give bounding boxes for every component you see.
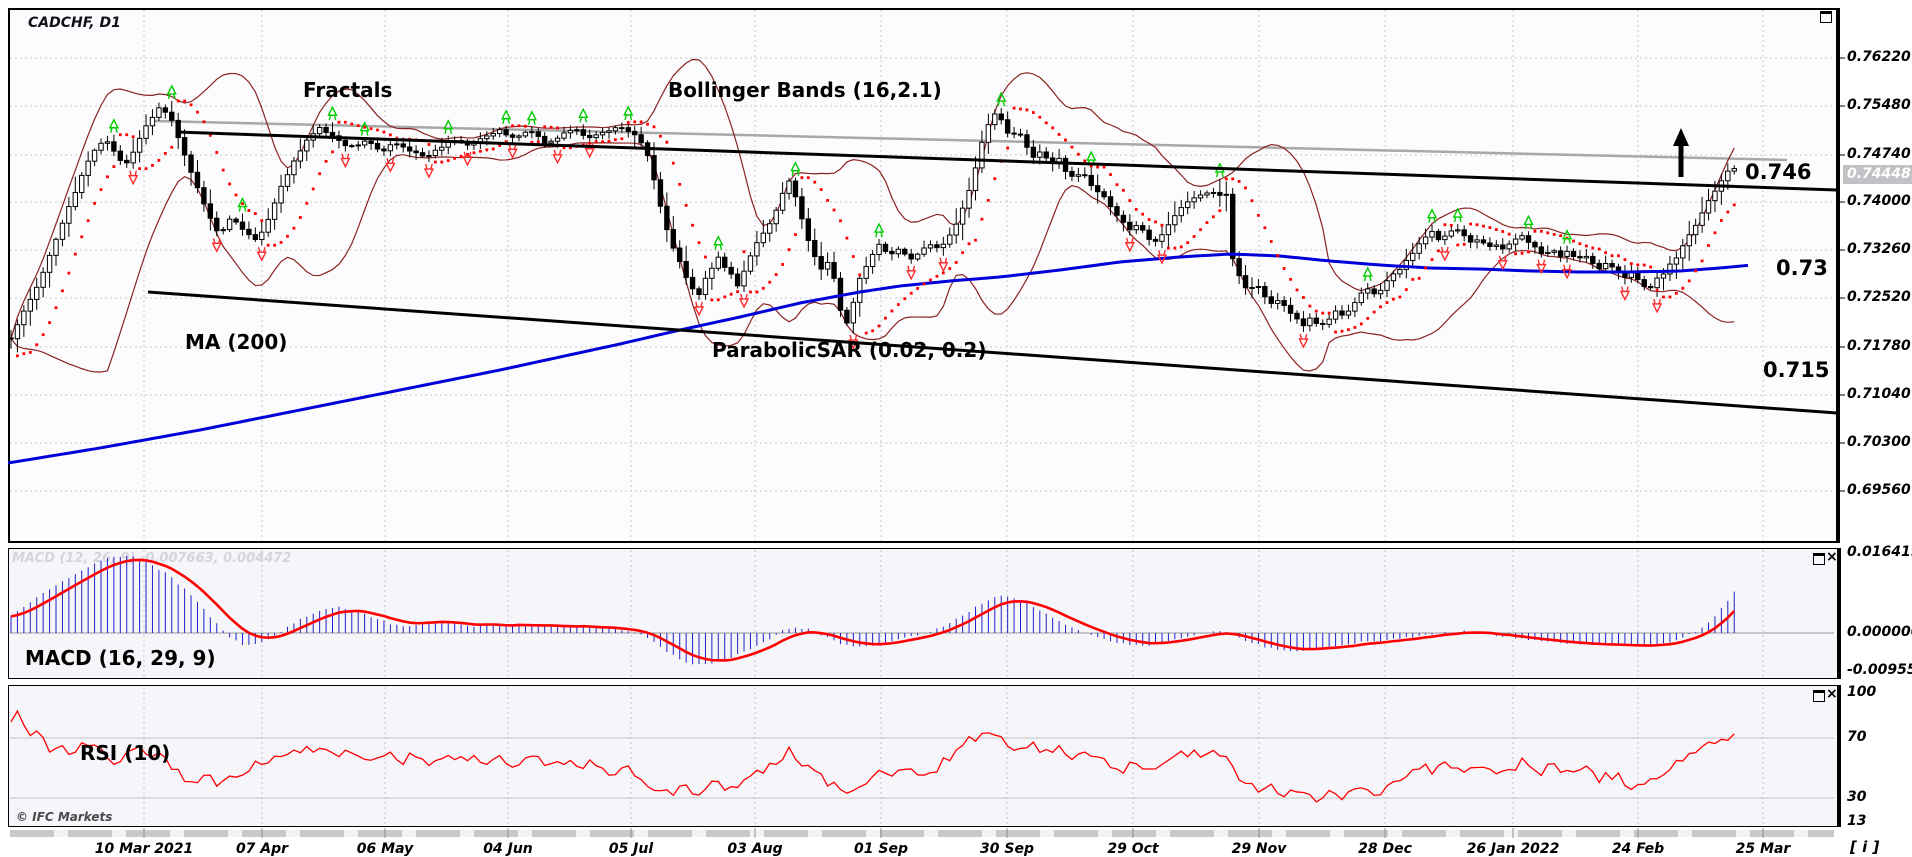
horizontal-scrollbar[interactable] [10,830,1834,837]
rsi-close-icon[interactable]: × [1826,686,1838,702]
broker-watermark: © IFC Markets [16,810,113,824]
indicator-axis-label: 100 [1847,684,1877,700]
date-axis-label: 06 May [356,841,414,857]
date-axis-label: 30 Sep [980,841,1034,857]
parabolic-sar-label: ParabolicSAR (0.02, 0.2) [712,338,987,362]
date-axis-label: 29 Oct [1107,841,1159,857]
price-axis-label: 0.76220 [1847,49,1911,65]
macd-indicator-title: MACD (12, 26, 9) -0.007663, 0.004472 [12,551,292,566]
price-axis-label: 0.74740 [1847,146,1911,162]
date-axis-label: 03 Aug [727,841,783,857]
symbol-timeframe-label: CADCHF, D1 [28,15,121,31]
indicator-axis-label: 13 [1847,813,1867,829]
price-axis-label: 0.70300 [1847,434,1911,450]
macd-pane[interactable] [8,548,1841,679]
rsi-pane[interactable] [8,685,1841,827]
price-axis-label: 0.72520 [1847,289,1911,305]
date-axis-label: 10 Mar 2021 [94,841,194,857]
price-axis-label: 0.69560 [1847,482,1911,498]
chart-shift-icon[interactable]: [ i ] [1850,838,1880,856]
date-axis-label: 29 Nov [1231,841,1287,857]
date-axis-label: 07 Apr [235,841,289,857]
indicator-axis-label: 0.016419 [1847,544,1912,560]
indicator-axis-label: 30 [1847,789,1867,805]
current-price-tag: 0.74448 [1843,165,1912,184]
indicator-axis-label: -0.009555 [1847,662,1912,678]
indicator-axis-label: 0.000000 [1847,624,1912,640]
date-axis-label: 04 Jun [483,841,533,857]
date-axis-label: 26 Jan 2022 [1466,841,1560,857]
price-axis-label: 0.75480 [1847,97,1911,113]
support-level-label: 0.715 [1763,358,1830,382]
date-axis-label: 05 Jul [608,841,654,857]
date-axis-label: 28 Dec [1358,841,1412,857]
ma200-label: MA (200) [185,330,288,354]
price-axis-label: 0.74000 [1847,193,1911,209]
rsi-label: RSI (10) [80,741,171,765]
indicator-axis-label: 70 [1847,729,1867,745]
bollinger-bands-label: Bollinger Bands (16,2.1) [668,78,942,102]
macd-label: MACD (16, 29, 9) [25,646,216,670]
maximize-icon[interactable] [1820,11,1832,23]
price-axis-label: 0.71780 [1847,338,1911,354]
date-axis-label: 01 Sep [854,841,908,857]
fractals-label: Fractals [303,78,393,102]
ma-level-label: 0.73 [1776,256,1828,280]
macd-minimize-icon[interactable] [1813,553,1825,565]
date-axis-label: 25 Mar [1735,841,1791,857]
macd-close-icon[interactable]: × [1826,549,1838,565]
date-axis-label: 24 Feb [1611,841,1665,857]
price-axis-label: 0.71040 [1847,386,1911,402]
rsi-minimize-icon[interactable] [1813,690,1825,702]
resistance-level-label: 0.746 [1745,160,1812,184]
price-axis-label: 0.73260 [1847,241,1911,257]
